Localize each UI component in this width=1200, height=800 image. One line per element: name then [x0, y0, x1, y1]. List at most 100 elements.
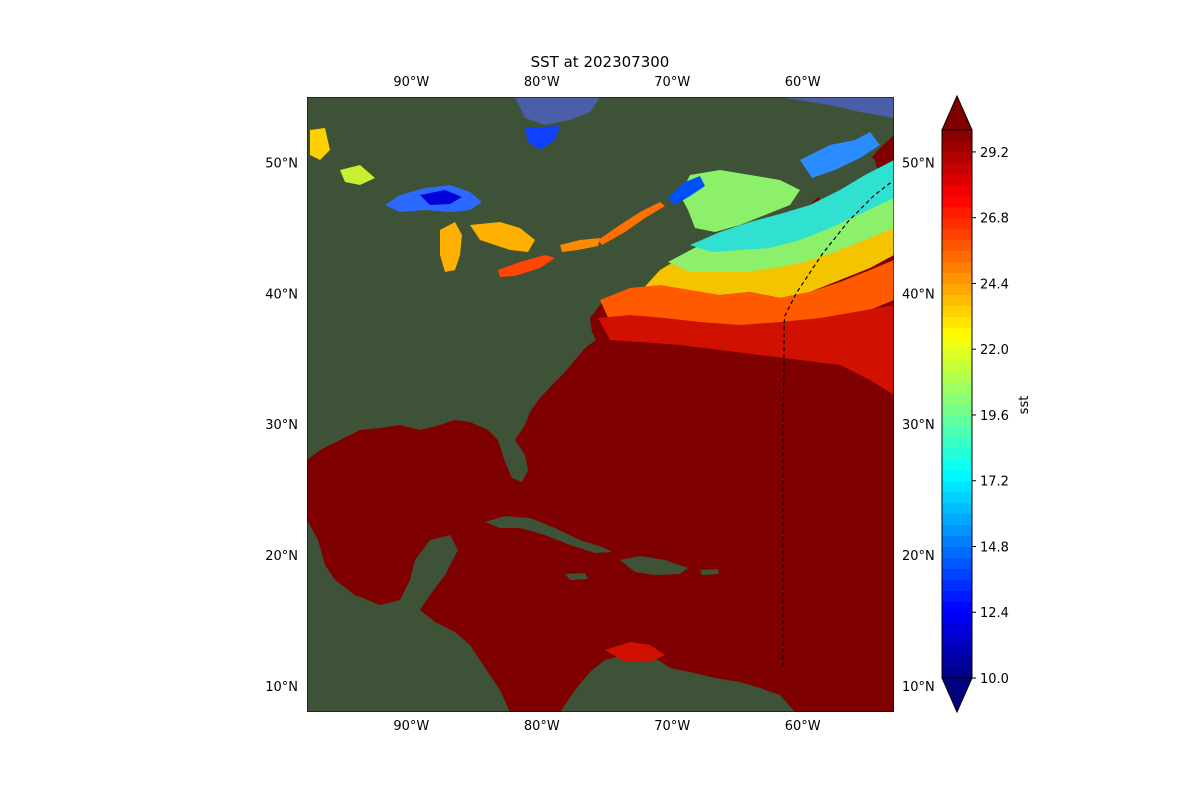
lat-tick-label-right: 30°N	[902, 418, 935, 433]
colorbar-band	[942, 557, 972, 569]
colorbar-outline	[941, 129, 973, 679]
sst-lake-huron	[470, 222, 535, 252]
lat-tick-label-right: 20°N	[902, 549, 935, 564]
colorbar-band	[942, 579, 972, 591]
colorbar-band	[942, 568, 972, 580]
colorbar-tick-label: 17.2	[980, 475, 1009, 490]
colorbar-band	[942, 535, 972, 548]
ship-track-line	[782, 181, 892, 667]
sst-lake-ontario	[560, 238, 600, 252]
map-panel	[307, 97, 894, 712]
sst-gulf-stream-orange	[600, 260, 894, 328]
lon-tick-label-top: 70°W	[654, 75, 690, 90]
colorbar-band	[942, 349, 972, 361]
sst-st-lawrence-blue	[668, 176, 705, 205]
land-puerto-rico	[700, 569, 719, 575]
colorbar-band	[942, 250, 972, 263]
lat-tick-label-right: 50°N	[902, 156, 935, 171]
lon-tick-label-top: 60°W	[785, 75, 821, 90]
colorbar-extend-max	[941, 94, 973, 131]
land-hispaniola	[620, 556, 688, 575]
colorbar-band	[942, 382, 972, 394]
colorbar-band	[942, 491, 972, 504]
lon-tick-label-top: 90°W	[393, 75, 429, 90]
colorbar-tick-label: 24.4	[980, 277, 1009, 292]
colorbar-tick-label: 29.2	[980, 146, 1009, 161]
sst-gulf-st-lawrence	[680, 170, 800, 232]
colorbar-bands	[942, 130, 972, 679]
colorbar-band	[942, 634, 972, 646]
colorbar-band	[942, 305, 972, 317]
colorbar-band	[942, 425, 972, 438]
lat-tick-label-left: 30°N	[265, 418, 298, 433]
colorbar-band	[942, 590, 972, 602]
colorbar-tick-label: 14.8	[980, 540, 1009, 555]
sst-caribbean-red	[605, 642, 665, 662]
hudson-bay-water	[515, 97, 600, 125]
latitude-ticks-right: 10°N 20°N 30°N 40°N 50°N	[902, 156, 935, 694]
land-south-america	[560, 650, 795, 712]
colorbar-band	[942, 393, 972, 405]
colorbar-band	[942, 645, 972, 657]
colorbar-band	[942, 239, 972, 252]
colorbar: 10.0 12.4 14.8 17.2 19.6 22.0 24.4 26.8 29.2 sst	[941, 94, 1032, 714]
lat-tick-label-left: 50°N	[265, 156, 298, 171]
colorbar-band	[942, 151, 972, 164]
colorbar-band	[942, 184, 972, 197]
land-cuba	[485, 516, 612, 553]
colorbar-band	[942, 480, 972, 493]
sst-gulf-stream-red	[598, 305, 894, 395]
lon-tick-label-bottom: 80°W	[524, 719, 560, 734]
colorbar-band	[942, 195, 972, 208]
lat-tick-label-right: 10°N	[902, 680, 935, 695]
colorbar-band	[942, 524, 972, 537]
colorbar-band	[942, 436, 972, 449]
colorbar-band	[942, 162, 972, 175]
lat-tick-label-left: 20°N	[265, 549, 298, 564]
sst-north-lakes-cluster	[340, 165, 375, 185]
colorbar-band	[942, 667, 972, 679]
lon-tick-label-bottom: 60°W	[785, 719, 821, 734]
longitude-ticks-top: 90°W 80°W 70°W 60°W	[393, 75, 820, 90]
colorbar-band	[942, 623, 972, 635]
sst-northeast-blue	[800, 132, 880, 178]
colorbar-band	[942, 601, 972, 613]
sst-hudson-cold	[525, 126, 560, 150]
sst-lake-superior-core	[420, 190, 462, 205]
latitude-ticks-left: 10°N 20°N 30°N 40°N 50°N	[265, 156, 298, 694]
colorbar-band	[942, 502, 972, 515]
colorbar-band	[942, 206, 972, 219]
land-mexico-central-america	[307, 520, 510, 712]
lat-tick-label-left: 40°N	[265, 287, 298, 302]
lon-tick-label-bottom: 70°W	[654, 719, 690, 734]
colorbar-ticks: 10.0 12.4 14.8 17.2 19.6 22.0 24.4 26.8 29.2	[972, 146, 1009, 687]
colorbar-extend-min	[941, 677, 973, 714]
colorbar-tick-label: 12.4	[980, 606, 1009, 621]
colorbar-band	[942, 612, 972, 624]
north-water-right	[780, 97, 894, 118]
lon-tick-label-bottom: 90°W	[393, 719, 429, 734]
colorbar-band	[942, 228, 972, 241]
colorbar-band	[942, 414, 972, 427]
colorbar-band	[942, 283, 972, 295]
sst-lake-michigan	[440, 222, 462, 272]
colorbar-band	[942, 404, 972, 416]
colorbar-band	[942, 338, 972, 350]
colorbar-band	[942, 458, 972, 471]
colorbar-label: sst	[1017, 396, 1032, 415]
colorbar-band	[942, 261, 972, 274]
colorbar-band	[942, 360, 972, 372]
sst-northwest-lakes	[310, 128, 330, 160]
lat-tick-label-right: 40°N	[902, 287, 935, 302]
colorbar-band	[942, 217, 972, 230]
colorbar-band	[942, 371, 972, 383]
sst-lake-erie	[498, 255, 555, 277]
sst-cyan-band	[690, 160, 894, 252]
land-jamaica	[565, 573, 588, 580]
colorbar-band	[942, 546, 972, 559]
colorbar-band	[942, 272, 972, 285]
colorbar-band	[942, 173, 972, 186]
colorbar-tick-label: 10.0	[980, 672, 1009, 687]
colorbar-band	[942, 327, 972, 339]
